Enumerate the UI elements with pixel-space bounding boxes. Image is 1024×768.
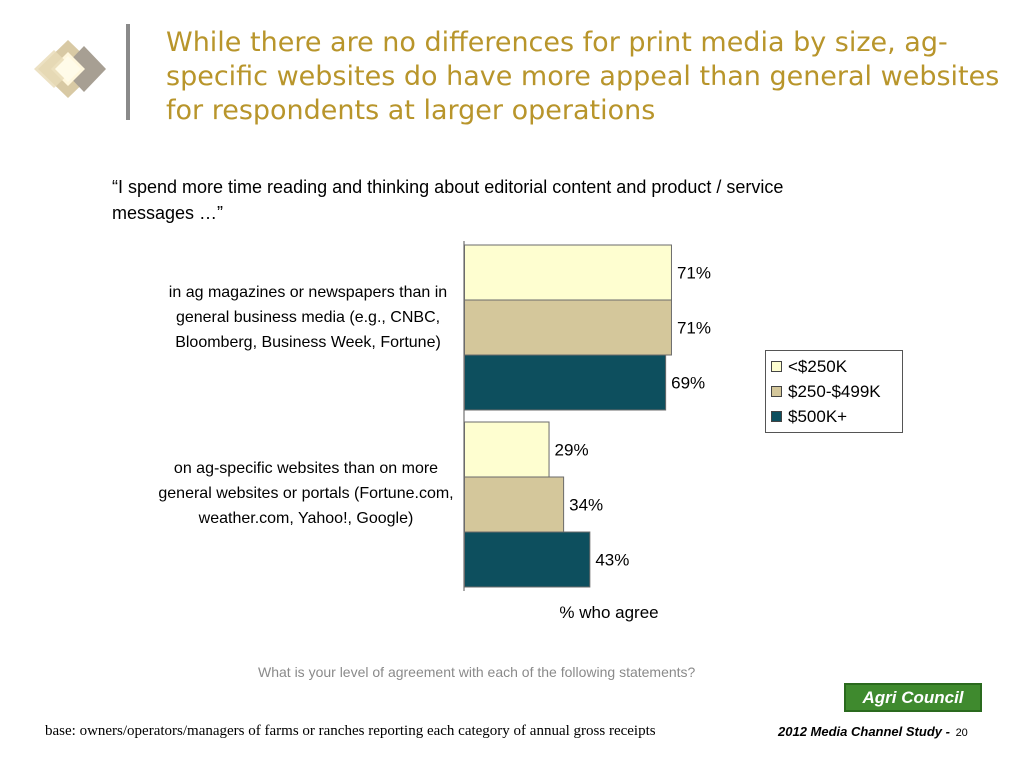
agri-council-logo: Agri Council [844,683,982,712]
category-label-print: in ag magazines or newspapers than in ge… [168,284,448,351]
legend-item-lt250k: <$250K [771,354,902,379]
data-label-1-2: 71% [677,319,711,338]
study-label: 2012 Media Channel Study - [778,724,950,739]
brand-diamond-logo [34,40,106,98]
data-label-1-3: 69% [671,374,705,393]
title-divider [126,24,130,120]
legend-item-250-499k: $250-$499K [771,379,902,404]
x-axis-label: % who agree [559,603,658,622]
chart-quote: “I spend more time reading and thinking … [112,177,784,223]
bar-2-3 [464,531,591,588]
legend-swatch [771,386,782,397]
legend-item-500k-plus: $500K+ [771,404,902,429]
page-number: 20 [955,727,968,739]
category-label-websites: on ag-specific websites than on more gen… [158,460,454,527]
study-footer: 2012 Media Channel Study - 20 [778,724,968,739]
bar-1-2 [464,299,672,356]
data-label-1-1: 71% [677,264,711,283]
bar-2-1 [464,421,550,478]
legend-swatch [771,361,782,372]
data-label-2-1: 29% [555,441,589,460]
legend-swatch [771,411,782,422]
slide-title: While there are no differences for print… [166,27,1000,126]
legend-label: $500K+ [788,406,848,426]
bar-1-3 [464,354,667,411]
bar-1-1 [464,244,672,301]
legend-label: $250-$499K [788,381,881,401]
data-label-2-2: 34% [569,496,603,515]
legend-label: <$250K [788,356,848,376]
bar-2-2 [464,476,565,533]
survey-question: What is your level of agreement with eac… [258,664,696,680]
chart-legend: <$250K $250-$499K $500K+ [765,350,903,433]
base-footnote: base: owners/operators/managers of farms… [45,723,656,739]
data-label-2-3: 43% [595,551,629,570]
